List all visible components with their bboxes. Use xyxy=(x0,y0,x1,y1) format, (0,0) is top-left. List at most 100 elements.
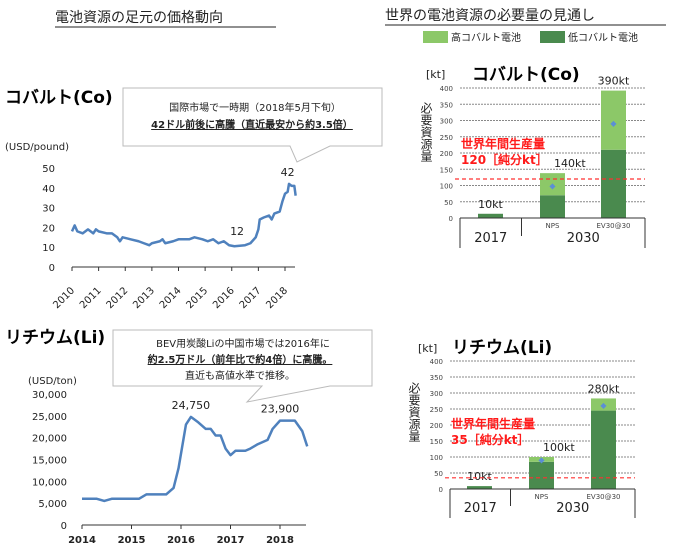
reference-value: 35［純分kt］ xyxy=(451,432,529,447)
data-label: 24,750 xyxy=(172,399,211,412)
x-tick-label: 2015 xyxy=(118,535,146,546)
bar-low-cobalt xyxy=(478,213,503,218)
y-tick-label: 0 xyxy=(449,215,453,223)
data-label: 42 xyxy=(281,166,295,179)
mean-marker: ◆ xyxy=(610,119,617,128)
cobalt-demand-chart: コバルト(Co) [kt] 必要資源量 0 50 100 150 200 250 300 350 40… xyxy=(419,65,646,248)
data-label: 12 xyxy=(230,225,244,238)
bar-high-cobalt xyxy=(591,398,616,411)
chart-title: コバルト(Co) xyxy=(472,65,580,85)
x-tick-label: 2015 xyxy=(184,285,210,311)
y-tick-label: 100 xyxy=(440,183,453,191)
x-tick-label: 2014 xyxy=(68,535,96,546)
x-tick-label: 2018 xyxy=(264,285,290,311)
callout-cobalt: 国際市場で一時期（2018年5月下旬） 42ドル前後に高騰（直近最安から約3.5… xyxy=(122,87,383,163)
price-line xyxy=(70,182,297,248)
heading-right: 世界の電池資源の必要量の見通し xyxy=(385,8,595,24)
x-tick-label: 2011 xyxy=(78,285,104,311)
y-tick-label: 0 xyxy=(61,521,67,532)
x-tick-label: 2016 xyxy=(211,285,237,311)
y-tick-label: 5,000 xyxy=(38,499,67,510)
group-label: 2030 xyxy=(567,231,600,246)
total-label: 140kt xyxy=(554,157,586,170)
callout-lithium-line2: 約2.5万ドル（前年比で約4倍）に高騰。 xyxy=(148,353,333,366)
total-label: 10kt xyxy=(478,198,503,211)
price-line xyxy=(82,415,309,503)
y-axis-unit: (USD/ton) xyxy=(28,376,77,387)
y-tick-label: 150 xyxy=(440,166,453,174)
y-tick-label: 350 xyxy=(430,374,443,382)
y-tick-label: 250 xyxy=(430,406,443,414)
chart-title: リチウム(Li) xyxy=(452,338,552,358)
bar-low-cobalt xyxy=(540,195,565,218)
x-tick-label: 2018 xyxy=(266,535,294,546)
category-label: EV30@30 xyxy=(586,493,620,501)
y-tick-label: 30,000 xyxy=(32,390,67,401)
y-tick-label: 200 xyxy=(430,422,443,430)
y-tick-label: 400 xyxy=(440,85,453,93)
y-tick-label: 50 xyxy=(42,164,55,175)
y-axis-unit: [kt] xyxy=(426,68,445,81)
legend-swatch-high xyxy=(423,31,448,43)
legend-swatch-low xyxy=(540,31,565,43)
chart-title: リチウム(Li) xyxy=(5,328,105,348)
callout-cobalt-line1: 国際市場で一時期（2018年5月下旬） xyxy=(169,101,341,114)
callout-lithium-box xyxy=(112,329,373,403)
legend-label-low: 低コバルト電池 xyxy=(568,31,638,44)
x-tick-label: 2017 xyxy=(238,285,264,311)
total-label: 390kt xyxy=(598,75,630,88)
group-label: 2017 xyxy=(474,231,507,246)
x-tick-label: 2013 xyxy=(131,285,157,311)
x-tick-label: 2014 xyxy=(158,285,184,311)
y-axis-label: 必要資源量 xyxy=(407,382,421,442)
callout-cobalt-box xyxy=(122,87,383,163)
group-label: 2017 xyxy=(464,501,497,516)
callout-lithium-line1: BEV用炭酸Liの中国市場では2016年に xyxy=(156,337,330,350)
bar-low-cobalt xyxy=(601,149,626,218)
x-tick-label: 2016 xyxy=(167,535,195,546)
x-tick-label: 2017 xyxy=(217,535,245,546)
y-tick-label: 350 xyxy=(440,101,453,109)
x-tick-label: 2010 xyxy=(51,285,77,311)
bar-high-cobalt xyxy=(529,457,554,462)
x-tick-label: 2012 xyxy=(105,285,131,311)
y-tick-label: 50 xyxy=(434,470,443,478)
y-tick-label: 0 xyxy=(439,486,443,494)
y-tick-label: 50 xyxy=(444,199,453,207)
bar-low-cobalt xyxy=(591,410,616,489)
total-label: 100kt xyxy=(543,441,575,454)
heading-left: 電池資源の足元の価格動向 xyxy=(55,10,223,26)
y-axis-unit: (USD/pound) xyxy=(5,142,69,153)
y-tick-label: 250 xyxy=(440,134,453,142)
mean-marker: ◆ xyxy=(600,401,607,410)
y-tick-label: 200 xyxy=(440,150,453,158)
y-tick-label: 100 xyxy=(430,454,443,462)
callout-cobalt-line2: 42ドル前後に高騰（直近最安から約3.5倍） xyxy=(151,118,353,131)
y-tick-label: 40 xyxy=(42,184,55,195)
total-label: 10kt xyxy=(467,470,492,483)
group-label: 2030 xyxy=(556,501,589,516)
bar-low-cobalt xyxy=(529,461,554,489)
y-tick-label: 25,000 xyxy=(32,412,67,423)
reference-label: 世界年間生産量 xyxy=(451,416,535,431)
total-label: 280kt xyxy=(588,382,620,395)
y-tick-label: 30 xyxy=(42,204,55,215)
y-tick-label: 300 xyxy=(440,118,453,126)
y-tick-label: 20 xyxy=(42,223,55,234)
y-tick-label: 400 xyxy=(430,358,443,366)
bar-high-cobalt xyxy=(601,90,626,150)
reference-label: 世界年間生産量 xyxy=(461,136,545,151)
y-tick-label: 0 xyxy=(49,263,55,274)
y-tick-label: 10,000 xyxy=(32,477,67,488)
bar-low-cobalt xyxy=(467,486,492,489)
category-label: NPS xyxy=(546,222,560,230)
reference-value: 120［純分kt］ xyxy=(461,152,548,167)
lithium-demand-chart: リチウム(Li) [kt] 必要資源量 0 50 100 150 200 250 300 350 40… xyxy=(407,338,636,518)
category-label: EV30@30 xyxy=(596,222,630,230)
mean-marker: ◆ xyxy=(549,182,556,191)
y-axis-label: 必要資源量 xyxy=(419,102,433,162)
category-label: NPS xyxy=(535,493,549,501)
callout-lithium-line3: 直近も高値水準で推移。 xyxy=(185,369,295,382)
callout-lithium: BEV用炭酸Liの中国市場では2016年に 約2.5万ドル（前年比で約4倍）に高… xyxy=(112,329,373,403)
